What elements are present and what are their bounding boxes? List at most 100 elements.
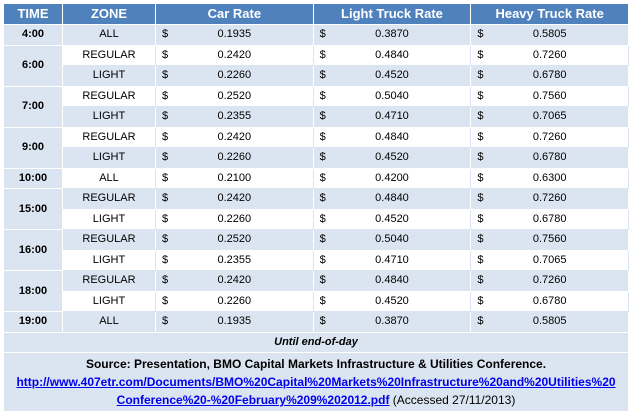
car-rate-cell: $0.2420: [155, 44, 314, 66]
light-rate-cell: $0.4520: [312, 147, 472, 169]
currency-symbol: $: [477, 294, 484, 307]
header-row: TIME ZONE Car Rate Light Truck Rate Heav…: [3, 3, 629, 25]
currency-symbol: $: [477, 130, 484, 143]
car-rate-cell: $0.2260: [155, 65, 314, 87]
heavy-rate-cell: $0.6780: [470, 208, 629, 230]
car-rate-value: 0.2420: [217, 192, 252, 205]
heavy-rate-cell: $0.6780: [470, 147, 629, 169]
currency-symbol: $: [319, 253, 326, 266]
currency-symbol: $: [477, 28, 484, 40]
car-rate-cell: $0.2420: [155, 188, 314, 210]
heavy-rate-cell: $0.7260: [470, 44, 629, 66]
table-row: 4:00 ALL $0.1935 $0.3870 $0.5805: [3, 24, 629, 46]
light-rate-value: 0.4840: [375, 274, 409, 287]
heavy-rate-cell: $0.6780: [470, 65, 629, 87]
heavy-rate-value: 0.6780: [532, 151, 567, 164]
header-light-truck-rate: Light Truck Rate: [312, 3, 472, 25]
light-rate-cell: $0.3870: [312, 311, 472, 333]
table-row: 16:00 REGULAR $0.2520 $0.5040 $0.7560: [3, 229, 629, 271]
currency-symbol: $: [319, 28, 326, 40]
currency-symbol: $: [319, 294, 326, 307]
zone-cell: ALL: [62, 311, 156, 333]
table-row: 15:00 REGULAR $0.2420 $0.4840 $0.7260: [3, 188, 629, 230]
currency-symbol: $: [162, 28, 169, 40]
heavy-rate-cell: $0.7260: [470, 270, 629, 292]
light-rate-value: 0.4840: [375, 48, 409, 61]
heavy-rate-value: 0.7260: [532, 130, 567, 143]
currency-symbol: $: [477, 315, 484, 327]
table-row: 18:00 REGULAR $0.2420 $0.4840 $0.7260: [3, 270, 629, 312]
light-rate-value: 0.4520: [375, 151, 409, 164]
car-rate-value: 0.2420: [217, 274, 252, 287]
currency-symbol: $: [162, 274, 169, 286]
light-rate-cell: $0.5040: [312, 85, 472, 107]
car-rate-cell: $0.2420: [155, 270, 314, 292]
zone-cell: REGULAR: [62, 44, 156, 66]
accessed-date: (Accessed 27/11/2013): [389, 393, 516, 407]
currency-symbol: $: [162, 171, 169, 184]
light-rate-cell: $0.4200: [312, 167, 472, 189]
car-rate-value: 0.2100: [217, 171, 252, 184]
light-rate-value: 0.5040: [375, 233, 409, 246]
source-row: Source: Presentation, BMO Capital Market…: [3, 352, 629, 412]
light-rate-cell: $0.4840: [312, 126, 472, 148]
heavy-rate-cell: $0.6300: [470, 167, 629, 189]
currency-symbol: $: [319, 233, 326, 245]
heavy-rate-cell: $0.7560: [470, 85, 629, 107]
source-link-line2[interactable]: Conference%20-%20February%209%202012.pdf: [116, 393, 390, 407]
heavy-rate-cell: $0.7260: [470, 188, 629, 210]
heavy-rate-cell: $0.7065: [470, 249, 629, 271]
light-rate-value: 0.4710: [375, 253, 409, 266]
heavy-rate-cell: $0.5805: [470, 24, 629, 46]
light-rate-cell: $0.4520: [312, 290, 472, 312]
light-rate-cell: $0.4710: [312, 106, 472, 128]
heavy-rate-value: 0.6780: [532, 69, 567, 82]
currency-symbol: $: [477, 69, 484, 81]
table-row: 10:00 ALL $0.2100 $0.4200 $0.6300: [3, 167, 629, 189]
currency-symbol: $: [477, 212, 484, 225]
source-text: Source: Presentation, BMO Capital Market…: [85, 357, 547, 371]
time-cell: 18:00: [3, 270, 63, 312]
currency-symbol: $: [319, 48, 326, 61]
heavy-rate-value: 0.6780: [532, 294, 567, 307]
currency-symbol: $: [319, 315, 326, 327]
currency-symbol: $: [162, 294, 169, 307]
zone-cell: ALL: [62, 24, 156, 46]
car-rate-value: 0.2520: [217, 89, 252, 102]
heavy-rate-value: 0.7560: [532, 233, 567, 246]
zone-cell: LIGHT: [62, 208, 156, 230]
currency-symbol: $: [477, 151, 484, 163]
heavy-rate-value: 0.6300: [532, 171, 567, 184]
currency-symbol: $: [162, 130, 169, 143]
currency-symbol: $: [319, 89, 326, 102]
currency-symbol: $: [477, 110, 484, 122]
heavy-rate-cell: $0.7260: [470, 126, 629, 148]
light-rate-value: 0.4520: [375, 294, 409, 307]
currency-symbol: $: [162, 89, 169, 102]
light-rate-cell: $0.4840: [312, 270, 472, 292]
light-rate-value: 0.4840: [375, 130, 409, 143]
heavy-rate-value: 0.7065: [532, 110, 567, 123]
light-rate-cell: $0.4520: [312, 208, 472, 230]
heavy-rate-cell: $0.7065: [470, 106, 629, 128]
car-rate-value: 0.2260: [217, 151, 252, 164]
heavy-rate-cell: $0.5805: [470, 311, 629, 333]
currency-symbol: $: [319, 192, 326, 204]
car-rate-cell: $0.2520: [155, 85, 314, 107]
table-row: LIGHT $0.2260 $0.4520 $0.6780: [4, 147, 629, 169]
car-rate-cell: $0.2355: [155, 106, 314, 128]
currency-symbol: $: [477, 274, 484, 286]
source-link-line1[interactable]: http://www.407etr.com/Documents/BMO%20Ca…: [16, 375, 616, 389]
currency-symbol: $: [162, 151, 169, 163]
time-cell: 19:00: [3, 311, 63, 333]
time-cell: 10:00: [3, 167, 63, 189]
currency-symbol: $: [477, 233, 484, 245]
car-rate-value: 0.2355: [217, 110, 252, 123]
currency-symbol: $: [319, 151, 326, 163]
light-rate-cell: $0.4840: [312, 44, 472, 66]
car-rate-value: 0.1935: [217, 28, 252, 41]
zone-cell: LIGHT: [62, 106, 156, 128]
time-cell: 4:00: [3, 24, 63, 46]
car-rate-value: 0.1935: [217, 315, 252, 328]
currency-symbol: $: [477, 253, 484, 266]
